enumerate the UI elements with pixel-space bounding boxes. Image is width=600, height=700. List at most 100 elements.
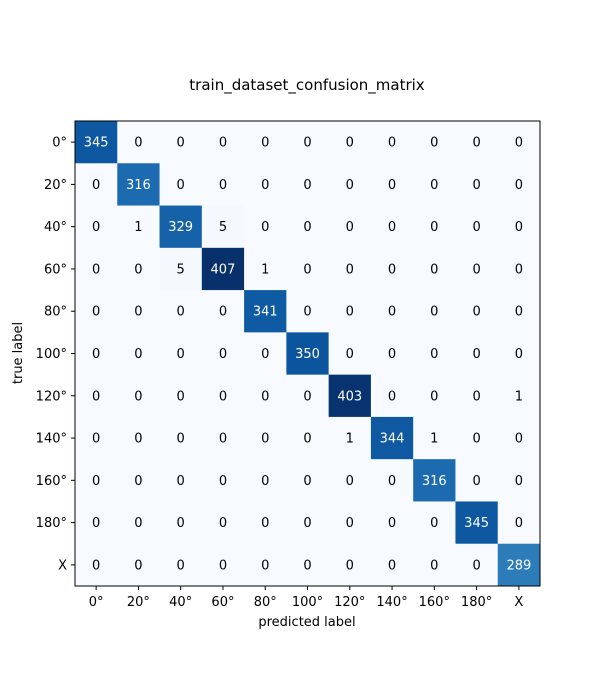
heatmap-cell xyxy=(497,163,541,207)
heatmap-cell xyxy=(75,332,118,376)
heatmap-cell xyxy=(75,205,118,249)
heatmap-cell xyxy=(286,163,330,207)
cell-value-label: 0 xyxy=(515,432,523,447)
heatmap-cell xyxy=(244,290,287,333)
cell-value-label: 0 xyxy=(177,347,185,362)
cell-value-label: 0 xyxy=(346,178,354,193)
cell-value-label: 1 xyxy=(346,432,354,447)
x-tick-label: 0° xyxy=(89,595,104,610)
heatmap-cell xyxy=(497,332,541,376)
heatmap-cell xyxy=(455,121,499,164)
heatmap-cell xyxy=(159,121,203,164)
cell-value-label: 0 xyxy=(261,389,269,404)
cell-value-label: 1 xyxy=(515,389,523,404)
cell-value-label: 0 xyxy=(261,136,269,151)
cell-value-label: 0 xyxy=(388,558,396,573)
cell-value-label: 5 xyxy=(219,220,227,235)
cell-value-label: 0 xyxy=(515,220,523,235)
heatmap-cell xyxy=(159,163,203,207)
heatmap-cell xyxy=(286,121,330,164)
cell-value-label: 0 xyxy=(515,347,523,362)
heatmap-cell xyxy=(75,543,118,587)
cell-value-label: 0 xyxy=(134,474,142,489)
heatmap-cell xyxy=(244,501,287,545)
heatmap-cell xyxy=(159,247,203,291)
cell-value-label: 0 xyxy=(515,136,523,151)
cell-value-label: 0 xyxy=(134,432,142,447)
cell-value-label: 0 xyxy=(303,262,311,277)
cell-value-label: 0 xyxy=(430,136,438,151)
heatmap-cell xyxy=(286,416,330,460)
heatmap-cell xyxy=(413,163,456,207)
cell-value-label: 0 xyxy=(219,474,227,489)
cell-value-label: 0 xyxy=(92,516,100,531)
cell-value-label: 0 xyxy=(219,558,227,573)
heatmap-cell xyxy=(370,205,414,249)
cell-value-label: 0 xyxy=(92,432,100,447)
heatmap-cell xyxy=(286,205,330,249)
heatmap-cell xyxy=(370,459,414,502)
heatmap-cell xyxy=(328,543,372,587)
cell-value-label: 0 xyxy=(92,474,100,489)
heatmap-cell xyxy=(328,205,372,249)
heatmap-cell xyxy=(455,205,499,249)
x-tick-label: 140° xyxy=(376,595,407,610)
heatmap-cell-labels: 345 0 0 0 0 0 0 0 0 0 0 0 316 0 0 0 0 0 0 0 0 0 0 1 329 5 0 0 0 0 0 0 0 0… xyxy=(84,136,532,574)
heatmap-cell xyxy=(244,332,287,376)
cell-value-label: 0 xyxy=(430,558,438,573)
cell-value-label: 0 xyxy=(261,558,269,573)
cell-value-label: 0 xyxy=(430,305,438,320)
heatmap-cell xyxy=(117,416,161,460)
heatmap-cell xyxy=(455,416,499,460)
cell-value-label: 0 xyxy=(346,516,354,531)
cell-value-label: 345 xyxy=(84,136,109,151)
cell-value-label: 0 xyxy=(261,516,269,531)
heatmap-cell xyxy=(286,501,330,545)
cell-value-label: 0 xyxy=(388,262,396,277)
heatmap-cell xyxy=(244,543,287,587)
heatmap-cell xyxy=(117,332,161,376)
heatmap-cell xyxy=(413,459,456,502)
heatmap-cell xyxy=(117,459,161,502)
cell-value-label: 0 xyxy=(346,262,354,277)
x-tick-label: 180° xyxy=(461,595,492,610)
heatmap-cell xyxy=(413,501,456,545)
cell-value-label: 0 xyxy=(472,347,480,362)
heatmap-cell xyxy=(455,163,499,207)
heatmap-cell xyxy=(117,163,161,207)
cell-value-label: 5 xyxy=(177,262,185,277)
cell-value-label: 0 xyxy=(472,178,480,193)
cell-value-label: 344 xyxy=(380,432,405,447)
y-tick-label: 120° xyxy=(36,389,67,404)
heatmap-cell xyxy=(201,416,245,460)
heatmap-cell xyxy=(117,501,161,545)
cell-value-label: 0 xyxy=(177,516,185,531)
heatmap-cell xyxy=(75,163,118,207)
heatmap-cell xyxy=(497,290,541,333)
heatmap-cell xyxy=(413,416,456,460)
x-tick-label: X xyxy=(514,595,523,610)
heatmap-cell xyxy=(328,416,372,460)
heatmap-cell xyxy=(75,121,118,164)
heatmap-cell xyxy=(370,374,414,418)
heatmap-cell xyxy=(201,121,245,164)
cell-value-label: 0 xyxy=(92,558,100,573)
cell-value-label: 0 xyxy=(303,474,311,489)
y-tick-label: 100° xyxy=(36,347,67,362)
heatmap-cell xyxy=(286,543,330,587)
cell-value-label: 289 xyxy=(506,558,531,573)
cell-value-label: 316 xyxy=(422,474,447,489)
heatmap-cell xyxy=(286,374,330,418)
cell-value-label: 0 xyxy=(92,347,100,362)
y-tick-label: 0° xyxy=(52,136,67,151)
heatmap-cell xyxy=(413,332,456,376)
cell-value-label: 0 xyxy=(92,262,100,277)
heatmap-cell xyxy=(370,290,414,333)
cell-value-label: 0 xyxy=(388,389,396,404)
heatmap-cell xyxy=(413,121,456,164)
cell-value-label: 0 xyxy=(388,136,396,151)
y-tick-label: 40° xyxy=(44,220,67,235)
heatmap-cell xyxy=(159,543,203,587)
heatmap-cell xyxy=(328,501,372,545)
cell-value-label: 0 xyxy=(388,220,396,235)
